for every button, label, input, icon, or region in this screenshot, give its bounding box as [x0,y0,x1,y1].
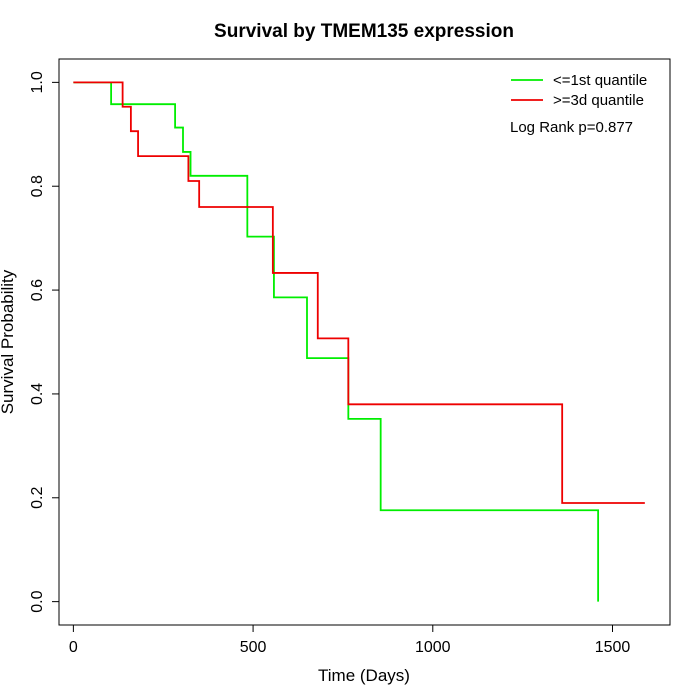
x-tick-label: 500 [240,639,267,656]
x-tick-label: 1000 [415,639,451,656]
x-axis-label: Time (Days) [318,666,410,685]
plot-frame [58,58,671,626]
legend-label-2: >=3d quantile [553,92,644,109]
legend-label-1: <=1st quantile [553,72,647,89]
y-tick-label: 0.6 [29,279,46,301]
y-axis: 0.0 0.2 0.4 0.6 0.8 1.0 [29,71,59,613]
log-rank-annotation: Log Rank p=0.877 [510,119,633,136]
y-tick-label: 0.2 [29,487,46,509]
y-tick-label: 1.0 [29,71,46,93]
chart-title: Survival by TMEM135 expression [214,21,514,42]
y-tick-label: 0.0 [29,590,46,612]
y-tick-label: 0.4 [29,383,46,405]
series-line-2 [73,81,645,504]
y-axis-label: Survival Probability [0,269,17,414]
legend: <=1st quantile >=3d quantile [511,72,647,109]
y-tick-label: 0.8 [29,175,46,197]
x-tick-label: 0 [69,639,78,656]
x-tick-label: 1500 [595,639,631,656]
series-line-1 [73,81,600,602]
x-axis: 0 500 1000 1500 [69,625,630,656]
series-layer [73,81,645,602]
